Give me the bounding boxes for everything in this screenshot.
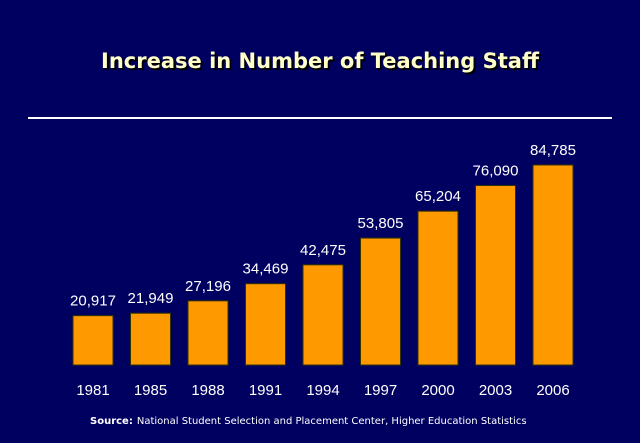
source: Source: National Student Selection and Pl…	[90, 416, 527, 427]
bar	[72, 315, 114, 366]
value-label: 27,196	[185, 278, 231, 295]
bar	[245, 283, 286, 366]
value-label: 42,475	[300, 242, 346, 259]
value-label: 20,917	[70, 293, 116, 310]
x-tick-label: 2003	[479, 382, 512, 399]
bar	[475, 185, 516, 366]
value-label: 84,785	[530, 142, 576, 159]
x-tick-label: 2006	[536, 382, 569, 399]
x-tick-label: 1981	[76, 382, 109, 399]
chart-title: Increase in Number of Teaching Staff	[101, 49, 540, 73]
source-label: Source:	[90, 416, 133, 427]
bar	[130, 312, 171, 366]
value-label: 65,204	[415, 188, 461, 205]
value-label: 53,805	[358, 215, 404, 232]
x-tick-label: 1994	[306, 382, 339, 399]
x-tick-label: 1997	[364, 382, 397, 399]
x-tick-label: 1988	[191, 382, 224, 399]
bar	[302, 264, 344, 366]
bar	[417, 210, 459, 366]
x-tick-label: 2000	[421, 382, 454, 399]
source-text: National Student Selection and Placement…	[137, 416, 527, 427]
bar	[532, 164, 574, 366]
bar	[187, 300, 229, 366]
bar	[360, 237, 401, 366]
value-label: 21,949	[128, 290, 174, 307]
value-label: 76,090	[473, 162, 519, 179]
x-tick-label: 1985	[134, 382, 167, 399]
value-label: 34,469	[243, 261, 289, 278]
title-shadow: Increase in Number of Teaching Staff	[103, 51, 542, 75]
x-tick-label: 1991	[249, 382, 282, 399]
